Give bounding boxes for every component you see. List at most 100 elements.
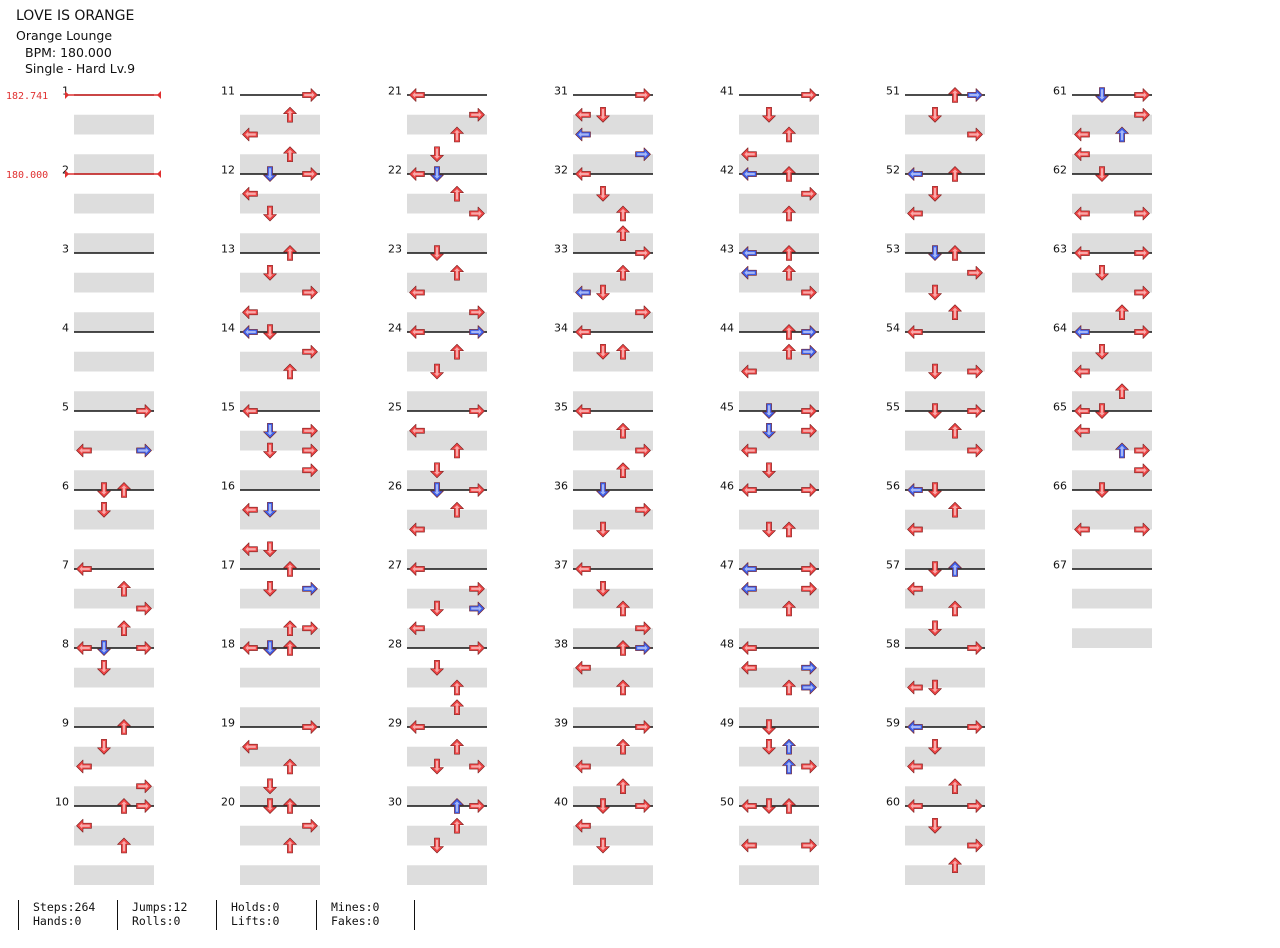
arrow-left-icon — [76, 759, 92, 774]
arrow-highlight — [101, 503, 107, 515]
arrow-right-icon — [302, 88, 318, 102]
arrow-highlight — [932, 365, 938, 377]
measure-36: 36 — [554, 480, 653, 569]
arrow-right-icon — [469, 601, 485, 616]
arrow-highlight — [578, 131, 589, 138]
arrow-left-icon — [1074, 404, 1090, 418]
measure-number: 57 — [886, 559, 900, 572]
arrow-highlight — [637, 645, 648, 651]
arrow-up-icon — [948, 245, 962, 261]
arrow-right-icon — [1134, 107, 1150, 122]
measure-number: 2 — [62, 164, 69, 177]
beat-stripe — [573, 193, 653, 214]
beat-stripe — [240, 707, 320, 727]
measure-number: 52 — [886, 164, 900, 177]
arrow-highlight — [121, 485, 127, 496]
beat-stripe — [905, 430, 985, 451]
beat-stripe — [739, 746, 819, 767]
arrow-highlight — [786, 248, 792, 259]
arrow-highlight — [304, 822, 315, 829]
beat-stripe — [1072, 549, 1152, 569]
arrow-up-icon — [117, 719, 131, 735]
arrow-highlight — [744, 803, 755, 809]
arrow-highlight — [803, 408, 814, 414]
arrow-highlight — [471, 210, 482, 217]
beat-stripe — [407, 746, 487, 767]
arrow-right-icon — [469, 206, 485, 221]
arrow-highlight — [1119, 445, 1125, 457]
arrow-down-icon — [928, 482, 942, 498]
arrow-down-icon — [430, 758, 444, 775]
arrow-highlight — [101, 740, 107, 752]
arrow-left-icon — [907, 759, 923, 774]
arrow-highlight — [1136, 92, 1147, 98]
arrow-highlight — [245, 408, 256, 414]
arrow-left-icon — [575, 562, 591, 576]
arrow-right-icon — [136, 641, 152, 655]
arrow-highlight — [454, 505, 460, 516]
beat-stripe — [240, 825, 320, 846]
arrow-highlight — [245, 329, 256, 335]
arrow-down-icon — [430, 245, 444, 261]
arrow-highlight — [245, 309, 256, 316]
arrow-down-icon — [263, 640, 277, 656]
arrow-highlight — [287, 801, 293, 812]
arrow-highlight — [952, 426, 958, 437]
arrow-highlight — [744, 842, 755, 849]
arrow-up-icon — [948, 600, 962, 617]
arrow-down-icon — [1095, 403, 1109, 419]
measure-number: 6 — [62, 480, 69, 493]
arrow-up-icon — [283, 245, 297, 261]
arrow-highlight — [138, 408, 149, 414]
arrow-highlight — [637, 250, 648, 256]
measure-number: 35 — [554, 401, 568, 414]
arrow-highlight — [101, 661, 107, 673]
arrow-right-icon — [801, 423, 817, 438]
arrow-highlight — [412, 289, 423, 296]
measure-58: 58 — [886, 638, 985, 727]
measure-number: 53 — [886, 243, 900, 256]
arrow-up-icon — [782, 343, 796, 360]
arrow-highlight — [1077, 250, 1088, 256]
beat-stripe — [905, 825, 985, 846]
measure-number: 34 — [554, 322, 568, 335]
arrow-down-icon — [263, 166, 277, 182]
beat-stripe — [407, 865, 487, 885]
arrow-highlight — [267, 503, 273, 515]
measure-1: 1 — [62, 85, 154, 174]
arrow-left-icon — [575, 107, 591, 122]
arrow-highlight — [578, 111, 589, 118]
arrow-highlight — [600, 800, 606, 811]
arrow-right-icon — [302, 581, 318, 596]
arrow-up-icon — [616, 679, 630, 696]
arrow-highlight — [412, 625, 423, 632]
beat-stripe — [1072, 430, 1152, 451]
arrow-up-icon — [782, 798, 796, 814]
beat-stripe — [905, 312, 985, 332]
arrow-left-icon — [242, 542, 258, 557]
arrow-up-icon — [1115, 304, 1129, 321]
beat-stripe — [573, 588, 653, 609]
beat-stripe — [573, 707, 653, 727]
beat-stripe — [739, 509, 819, 530]
arrow-highlight — [454, 268, 460, 279]
beat-stripe — [905, 667, 985, 688]
arrow-highlight — [910, 487, 921, 493]
measure-number: 33 — [554, 243, 568, 256]
measure-number: 49 — [720, 717, 734, 730]
arrow-highlight — [744, 447, 755, 454]
arrow-highlight — [932, 108, 938, 120]
arrow-highlight — [287, 840, 293, 852]
arrow-up-icon — [283, 561, 297, 577]
arrow-left-icon — [1074, 246, 1090, 260]
arrow-highlight — [637, 309, 648, 316]
arrow-right-icon — [967, 265, 983, 280]
beat-stripe — [739, 193, 819, 214]
arrow-left-icon — [575, 818, 591, 833]
arrow-up-icon — [782, 600, 796, 617]
beat-stripe — [74, 509, 154, 530]
measure-number: 11 — [221, 85, 235, 98]
arrow-right-icon — [967, 720, 983, 734]
beat-stripe — [739, 470, 819, 490]
arrow-left-icon — [741, 265, 757, 280]
